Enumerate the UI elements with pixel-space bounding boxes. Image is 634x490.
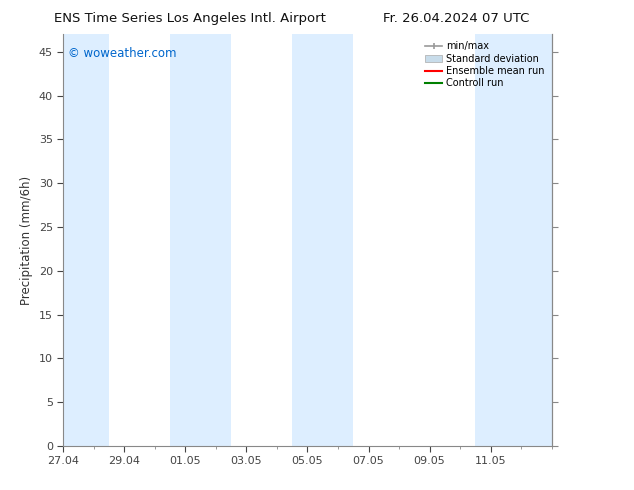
Bar — [292, 34, 353, 446]
Text: ENS Time Series Los Angeles Intl. Airport: ENS Time Series Los Angeles Intl. Airpor… — [55, 12, 326, 25]
Text: © woweather.com: © woweather.com — [68, 47, 177, 60]
Y-axis label: Precipitation (mm/6h): Precipitation (mm/6h) — [20, 175, 34, 305]
Bar — [170, 34, 231, 446]
Text: Fr. 26.04.2024 07 UTC: Fr. 26.04.2024 07 UTC — [384, 12, 529, 25]
Bar — [476, 34, 552, 446]
Legend: min/max, Standard deviation, Ensemble mean run, Controll run: min/max, Standard deviation, Ensemble me… — [423, 39, 547, 90]
Bar — [63, 34, 109, 446]
